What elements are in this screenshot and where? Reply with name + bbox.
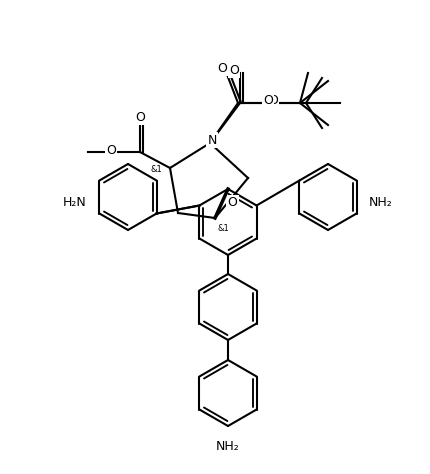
Text: &1: &1 [150,165,162,174]
Text: H₂N: H₂N [63,195,87,209]
Text: O: O [229,64,239,76]
Text: O: O [106,145,116,157]
Text: O: O [217,62,227,74]
Text: O: O [227,196,237,209]
Text: NH₂: NH₂ [369,195,393,209]
Text: &1: &1 [217,224,229,233]
Text: N: N [207,134,217,146]
Text: O: O [135,110,145,124]
Text: NH₂: NH₂ [216,440,240,453]
Text: O: O [268,93,278,107]
Text: O: O [263,93,273,107]
